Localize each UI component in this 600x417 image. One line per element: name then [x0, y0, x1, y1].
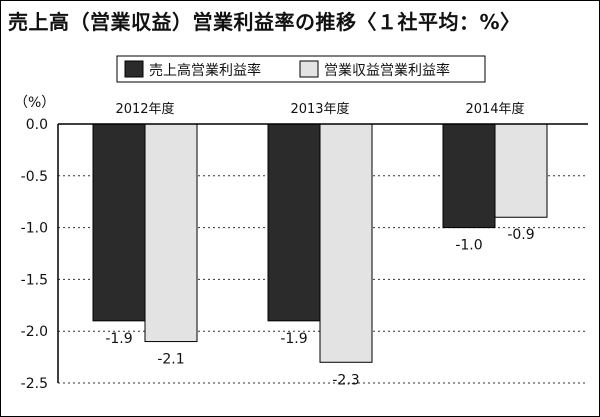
bar [92, 123, 146, 322]
x-category-label: 2013年度 [290, 101, 349, 117]
data-label: -0.9 [507, 227, 534, 243]
axes: （%） 0.0 -0.5 -1.0 -1.5 -2.0 -2.5 2012年度 2013年度 20… [14, 95, 588, 392]
bar [442, 123, 496, 229]
data-label: -1.9 [280, 331, 307, 347]
x-category-label: 2012年度 [115, 101, 174, 117]
bar [319, 123, 373, 363]
y-unit-label: （%） [14, 95, 55, 111]
y-tick-label: 0.0 [26, 117, 48, 133]
y-tick-label: -2.0 [21, 324, 48, 340]
data-label: -2.3 [332, 372, 359, 388]
data-label: -1.9 [105, 331, 132, 347]
y-tick-label: -1.5 [21, 272, 48, 288]
bars: -1.9 -1.9 -1.0 -2.1 -2.3 -0.9 [92, 123, 548, 388]
bar [494, 123, 548, 218]
y-tick-label: -1.0 [21, 221, 48, 237]
legend-swatch-1 [124, 60, 144, 78]
legend-label-2: 営業収益営業利益率 [324, 62, 450, 79]
y-tick-label: -2.5 [21, 376, 48, 392]
chart-title: 売上高（営業収益）営業利益率の推移〈１社平均：%〉 [8, 10, 521, 34]
data-label: -1.0 [455, 238, 482, 254]
legend-swatch-2 [299, 60, 319, 78]
legend: 売上高営業利益率 営業収益営業利益率 [116, 55, 486, 83]
data-label: -2.1 [157, 352, 184, 368]
x-category-label: 2014年度 [465, 101, 524, 117]
y-tick-label: -0.5 [21, 169, 48, 185]
bar [267, 123, 321, 322]
legend-label-1: 売上高営業利益率 [149, 62, 261, 79]
bar [144, 123, 198, 343]
